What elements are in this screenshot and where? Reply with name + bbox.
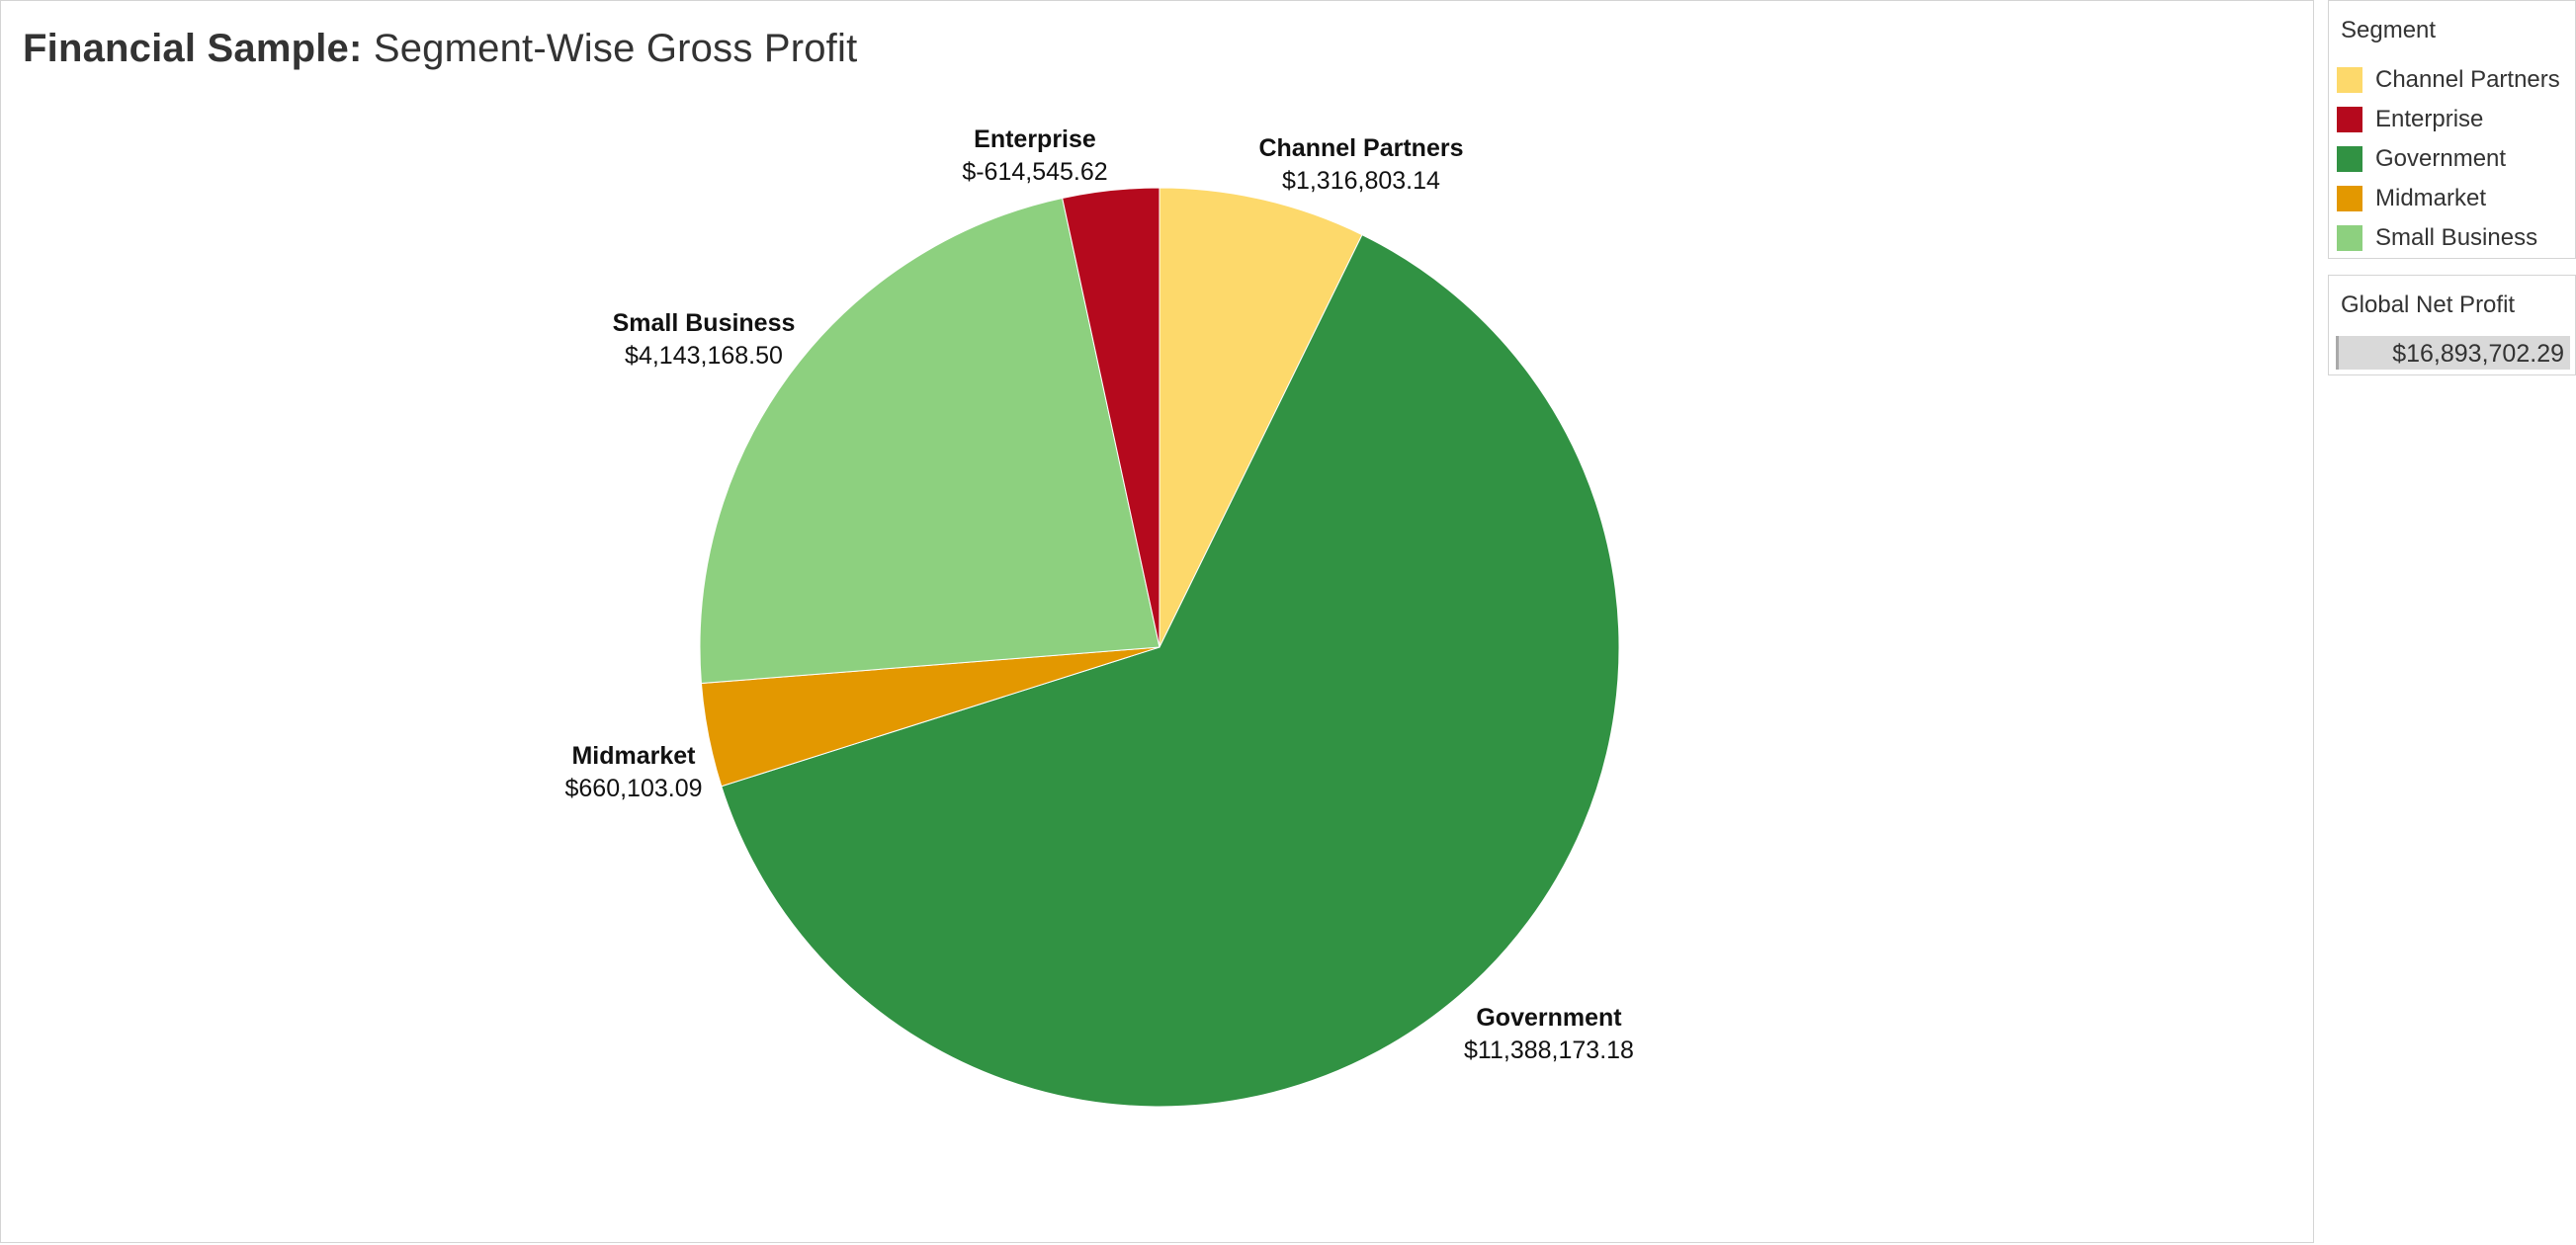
legend-swatch	[2337, 186, 2362, 211]
legend-item-channel-partners[interactable]: Channel Partners	[2337, 63, 2560, 97]
slice-label-name: Midmarket	[571, 742, 696, 770]
legend-item-enterprise[interactable]: Enterprise	[2337, 103, 2483, 136]
chart-title: Financial Sample: Segment-Wise Gross Pro…	[23, 27, 857, 71]
slice-label-value: $660,103.09	[564, 775, 702, 802]
legend-label: Channel Partners	[2375, 66, 2560, 93]
legend-label: Enterprise	[2375, 106, 2484, 132]
slice-label-value: $11,388,173.18	[1464, 1037, 1634, 1064]
pie-slice-channel-partners[interactable]	[1159, 187, 1363, 648]
side-panel: Segment Channel Partners Enterprise Gove…	[2328, 0, 2576, 1245]
legend-swatch	[2337, 67, 2362, 93]
net-profit-value: $16,893,702.29	[2392, 340, 2564, 368]
legend-swatch	[2337, 107, 2362, 132]
global-net-profit-card: Global Net Profit $16,893,702.29	[2328, 275, 2576, 375]
slice-label-name: Enterprise	[974, 125, 1096, 153]
legend-item-government[interactable]: Government	[2337, 142, 2506, 176]
pie-slice-small-business[interactable]	[699, 197, 1160, 685]
chart-panel: Financial Sample: Segment-Wise Gross Pro…	[0, 0, 2314, 1243]
slice-label-name: Small Business	[613, 309, 796, 337]
pie-slice-enterprise[interactable]	[1062, 187, 1160, 648]
legend-swatch	[2337, 225, 2362, 251]
slice-label-value: $-614,545.62	[962, 158, 1107, 186]
chart-title-bold: Financial Sample:	[23, 27, 363, 70]
legend-title: Segment	[2341, 17, 2437, 43]
slice-label-value: $4,143,168.50	[625, 342, 783, 370]
chart-title-rest: Segment-Wise Gross Profit	[373, 27, 858, 70]
legend-label: Government	[2375, 145, 2507, 172]
net-profit-value-box[interactable]: $16,893,702.29	[2336, 336, 2570, 370]
legend-label: Midmarket	[2375, 185, 2487, 211]
legend-item-small-business[interactable]: Small Business	[2337, 221, 2537, 255]
legend: Segment Channel Partners Enterprise Gove…	[2328, 0, 2576, 259]
pie-labels: Channel Partners $1,316,803.14 Government $…	[564, 125, 1633, 1064]
pie-slice-government[interactable]	[721, 233, 1620, 1108]
legend-swatch	[2337, 146, 2362, 172]
slice-label-name: Channel Partners	[1258, 134, 1463, 162]
pie-chart: Channel Partners $1,316,803.14 Government $…	[564, 125, 1634, 1108]
slice-label-value: $1,316,803.14	[1282, 167, 1440, 195]
legend-item-midmarket[interactable]: Midmarket	[2337, 182, 2486, 215]
slice-label-name: Government	[1476, 1004, 1622, 1032]
net-profit-title: Global Net Profit	[2341, 291, 2516, 318]
legend-label: Small Business	[2375, 224, 2538, 251]
pie-slices	[699, 187, 1620, 1108]
